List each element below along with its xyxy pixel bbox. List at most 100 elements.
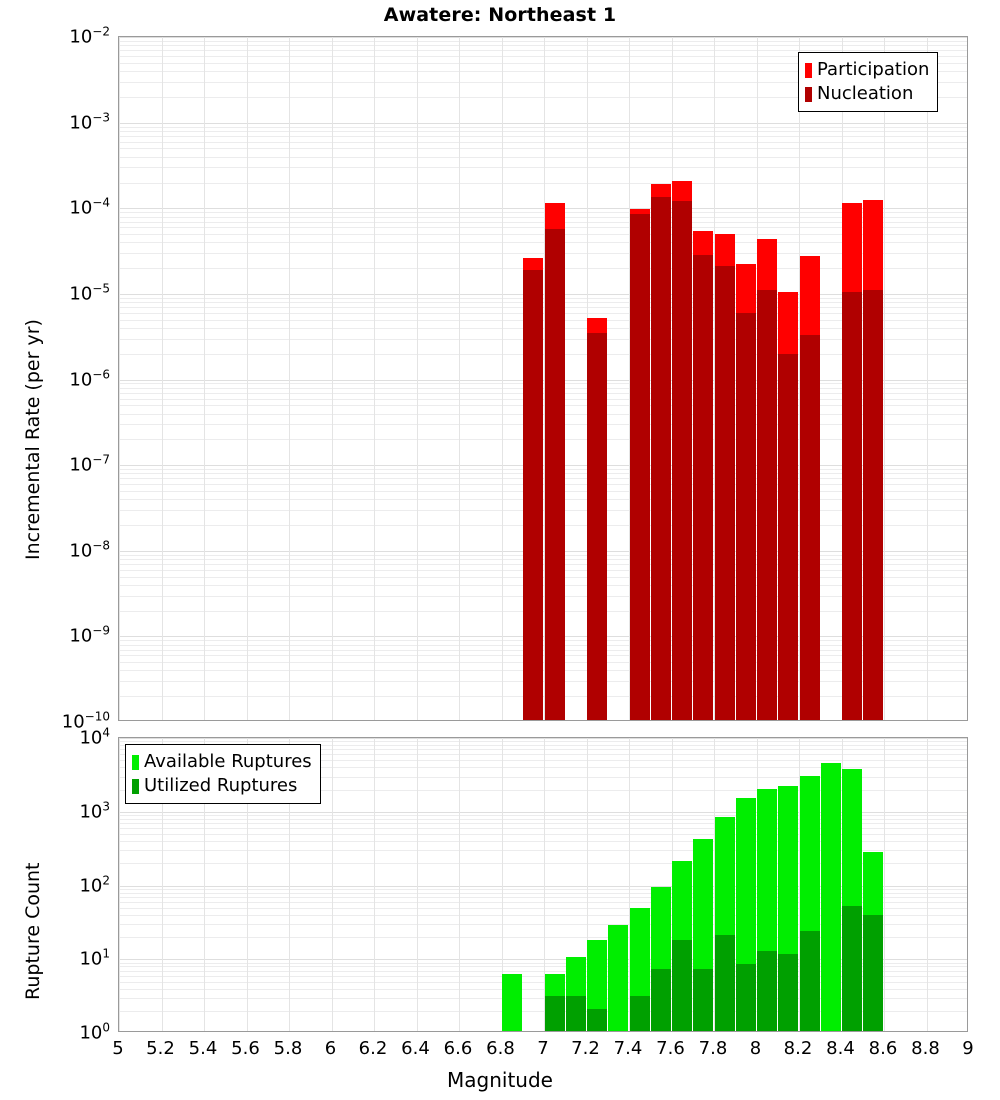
bar-segment-nucleation [672, 201, 693, 720]
bar [714, 37, 735, 720]
bar-segment-utilized-ruptures [629, 995, 650, 1031]
bottom-y-axis-title: Rupture Count [22, 862, 44, 1001]
legend-item-label: Nucleation [817, 83, 914, 104]
bar-segment-utilized-ruptures [650, 968, 671, 1031]
bar [587, 37, 608, 720]
y-axis-tick-label: 10−7 [69, 452, 110, 476]
bar-segment-nucleation [757, 290, 778, 720]
legend-item-label: Participation [817, 59, 930, 80]
x-axis-tick-label: 8.8 [911, 1038, 940, 1059]
y-axis-tick-label: 10−10 [61, 709, 110, 733]
legend-item: Available Ruptures [132, 750, 312, 774]
bar [842, 37, 863, 720]
x-axis-tick-label: 6.4 [401, 1038, 430, 1059]
bar [735, 37, 756, 720]
bar [650, 37, 671, 720]
bar-segment-available-ruptures [608, 925, 629, 1031]
x-axis-tick-label: 9 [962, 1038, 974, 1059]
x-axis-tick-label: 7.2 [571, 1038, 600, 1059]
x-axis-tick-label: 5.8 [273, 1038, 303, 1059]
x-axis-tick-label: 8 [749, 1038, 762, 1059]
bar-segment-available-ruptures [587, 940, 608, 1031]
y-axis-tick-label: 100 [79, 1020, 110, 1044]
y-axis-tick-label: 103 [79, 799, 110, 823]
bar [565, 738, 586, 1031]
bar [757, 37, 778, 720]
bar [629, 738, 650, 1031]
bar [820, 738, 841, 1031]
legend-item-label: Available Ruptures [144, 751, 312, 772]
bar-segment-utilized-ruptures [587, 1008, 608, 1031]
bar-segment-nucleation [842, 291, 863, 720]
bar [863, 738, 884, 1031]
x-axis-tick-label: 7 [537, 1038, 549, 1059]
x-axis-tick-label: 6 [324, 1038, 337, 1059]
legend-item-label: Utilized Ruptures [144, 775, 298, 796]
y-axis-tick-label: 10−3 [69, 110, 110, 134]
x-axis-tick-label: 7.8 [698, 1038, 728, 1059]
bar-segment-available-ruptures [820, 763, 841, 1031]
top-bar-group [119, 37, 967, 720]
bar [608, 738, 629, 1031]
bar-segment-utilized-ruptures [544, 995, 565, 1031]
bar [523, 37, 544, 720]
bar-segment-nucleation [629, 213, 650, 720]
bar [842, 738, 863, 1031]
bar [544, 37, 565, 720]
x-axis-tick-label: 5.2 [146, 1038, 175, 1059]
y-axis-tick-label: 10−8 [69, 538, 110, 562]
bar [693, 37, 714, 720]
bar [693, 738, 714, 1031]
legend-swatch-icon [805, 86, 812, 102]
legend-swatch-icon [132, 778, 139, 794]
x-axis-tick-label: 5.6 [231, 1038, 260, 1059]
bar-segment-utilized-ruptures [714, 935, 735, 1031]
y-axis-tick-label: 101 [79, 946, 110, 970]
legend-swatch-icon [805, 62, 812, 78]
x-axis-tick-label: 7.4 [613, 1038, 643, 1059]
y-axis-tick-label: 102 [79, 873, 110, 896]
y-axis-tick-label: 10−6 [69, 367, 110, 390]
bar-segment-nucleation [735, 312, 756, 720]
bar-segment-utilized-ruptures [757, 951, 778, 1031]
bar [799, 738, 820, 1031]
bar-segment-utilized-ruptures [693, 968, 714, 1031]
bottom-bar-group [119, 738, 967, 1031]
x-axis-tick-label: 8.6 [868, 1038, 898, 1059]
x-axis-tick-label: 8.2 [783, 1038, 813, 1059]
bar [502, 738, 523, 1031]
bar-segment-utilized-ruptures [565, 995, 586, 1031]
bar [778, 37, 799, 720]
bar-segment-nucleation [650, 196, 671, 720]
incremental-rate-plot [118, 36, 968, 721]
bar [587, 738, 608, 1031]
bar [544, 738, 565, 1031]
bar-segment-nucleation [587, 333, 608, 720]
bar [778, 738, 799, 1031]
bar-segment-utilized-ruptures [863, 914, 884, 1031]
bar-segment-utilized-ruptures [735, 964, 756, 1031]
bar-segment-utilized-ruptures [799, 930, 820, 1031]
legend-item: Nucleation [805, 82, 929, 106]
bar-segment-available-ruptures [502, 973, 523, 1031]
legend-swatch-icon [132, 754, 139, 770]
bar [629, 37, 650, 720]
bar [672, 37, 693, 720]
bar-segment-utilized-ruptures [842, 905, 863, 1031]
bar-segment-nucleation [714, 266, 735, 720]
legend-item: Participation [805, 58, 929, 82]
bar [672, 738, 693, 1031]
x-axis-tick-label: 6.8 [486, 1038, 515, 1059]
bar [863, 37, 884, 720]
y-axis-tick-label: 10−2 [69, 24, 110, 48]
bar-segment-nucleation [863, 290, 884, 720]
x-axis-title: Magnitude [447, 1068, 553, 1092]
bar [799, 37, 820, 720]
x-axis-tick-label: 6.2 [358, 1038, 388, 1059]
bottom-legend: Available Ruptures Utilized Ruptures [125, 744, 321, 804]
bar-segment-nucleation [778, 353, 799, 720]
bar [757, 738, 778, 1031]
x-axis-tick-label: 7.6 [656, 1038, 685, 1059]
bar [714, 738, 735, 1031]
